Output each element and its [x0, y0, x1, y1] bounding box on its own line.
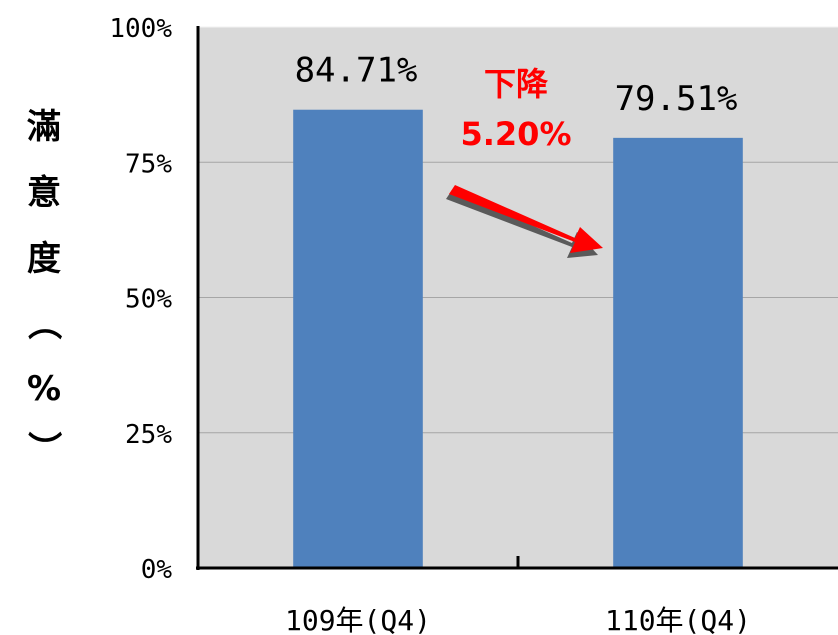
y-tick-label: 25% — [125, 420, 172, 450]
y-axis-label-char: 度 — [27, 239, 61, 279]
y-axis-label-char: % — [27, 369, 61, 409]
y-axis-label-char: 意 — [27, 173, 61, 213]
y-tick-label: 50% — [125, 285, 172, 315]
bar — [613, 137, 743, 569]
y-tick-label: 75% — [125, 149, 172, 179]
decrease-arrow — [446, 185, 603, 258]
y-axis-label-char: ） — [23, 431, 63, 465]
bar — [293, 109, 423, 568]
y-axis-label-char: 滿 — [27, 107, 61, 147]
y-tick-label: 100% — [109, 14, 172, 44]
data-label: 79.51% — [615, 79, 738, 119]
axes — [196, 26, 838, 570]
x-category-labels: 109年(Q4) 110年(Q4) — [285, 604, 751, 635]
y-tick-labels: 0% 25% 50% 75% 100% — [109, 14, 172, 585]
x-category-label: 109年(Q4) — [285, 604, 431, 635]
y-tick-label: 0% — [141, 555, 173, 585]
decrease-arrow-shape — [449, 185, 603, 253]
x-category-label: 110年(Q4) — [605, 604, 751, 635]
bars — [293, 109, 743, 569]
y-axis-label-char: （ — [23, 306, 63, 340]
decrease-annotation-label: 下降 — [484, 65, 549, 103]
y-axis-label: 滿意度 （% ） — [23, 107, 63, 465]
data-labels: 84.71% 79.51% — [295, 51, 738, 119]
decrease-annotation-value: 5.20% — [460, 115, 571, 153]
data-label: 84.71% — [295, 51, 418, 91]
